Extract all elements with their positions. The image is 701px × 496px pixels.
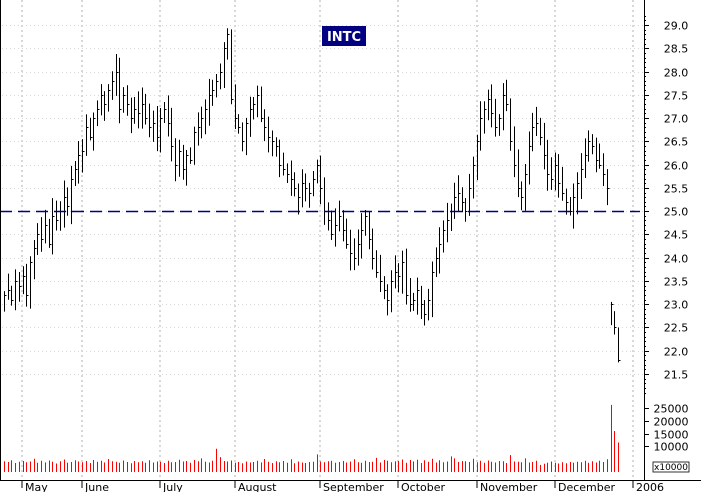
price-tick-label: 28.5 [664,43,689,56]
price-tick-label: 27.5 [664,90,689,103]
grid-lines [2,0,644,480]
price-tick-label: 26.0 [664,160,689,173]
price-tick-label: 28.0 [664,67,689,80]
month-label: December [558,481,616,492]
month-label: June [84,481,109,492]
month-label: July [162,481,183,492]
price-tick-label: 27.0 [664,113,689,126]
price-tick-label: 24.0 [664,253,689,266]
volume-tick-label: 10000 [654,441,689,454]
price-tick-label: 22.5 [664,322,689,335]
month-label: September [323,481,384,492]
volume-tick-label: 20000 [654,416,689,429]
month-label: 2006 [636,481,664,492]
chart-title: INTC [327,30,361,45]
chart-title-badge: INTC [322,26,366,46]
price-tick-label: 29.0 [664,20,689,33]
volume-unit-box [652,461,690,473]
price-tick-label: 21.5 [664,369,689,382]
price-tick-label: 26.5 [664,136,689,149]
price-tick-label: 25.0 [664,206,689,219]
price-tick-label: 23.5 [664,276,689,289]
price-tick-label: 24.5 [664,229,689,242]
month-label: November [480,481,538,492]
volume-tick-label: 25000 [654,403,689,416]
volume-unit-label: x10000 [654,463,688,473]
volume-bars [4,404,619,472]
price-tick-label: 23.0 [664,299,689,312]
month-label: May [25,481,48,492]
volume-tick-label: 15000 [654,429,689,442]
price-tick-label: 25.5 [664,183,689,196]
price-bars [4,28,621,363]
chart-title-background [322,26,366,46]
month-label: October [401,481,445,492]
month-label: August [238,481,277,492]
price-tick-label: 22.0 [664,346,689,359]
